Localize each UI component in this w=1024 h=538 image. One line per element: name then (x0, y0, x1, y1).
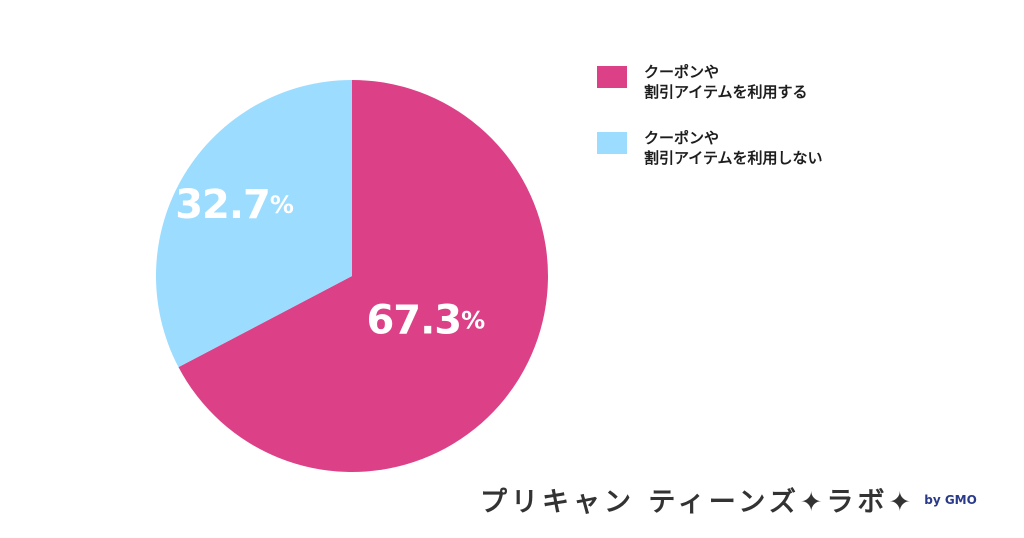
pie-slice-label-1: 32.7% (175, 182, 294, 228)
brand-logo-text: プリキャン ティーンズ✦ラボ✦ (480, 487, 916, 518)
legend-item-not-use: クーポンや 割引アイテムを利用しない (597, 128, 917, 180)
pie-slice-0 (178, 80, 548, 472)
pie-slice-labels: 67.3% 32.7% (175, 182, 485, 344)
legend-item-use: クーポンや 割引アイテムを利用する (597, 62, 917, 114)
brand-by-gmo: by GMO (924, 492, 977, 507)
legend-swatch-not-use (597, 132, 627, 154)
chart-legend: クーポンや 割引アイテムを利用する クーポンや 割引アイテムを利用しない (597, 62, 917, 194)
legend-label-use: クーポンや 割引アイテムを利用する (644, 63, 808, 101)
pie-slice-label-0: 67.3% (366, 298, 485, 344)
legend-label-not-use: クーポンや 割引アイテムを利用しない (644, 129, 823, 167)
brand-logo: プリキャン ティーンズ✦ラボ✦ by GMO (480, 480, 980, 520)
pie-slice-1 (155, 80, 352, 368)
legend-swatch-use (597, 66, 627, 88)
pie-slices (155, 80, 548, 472)
